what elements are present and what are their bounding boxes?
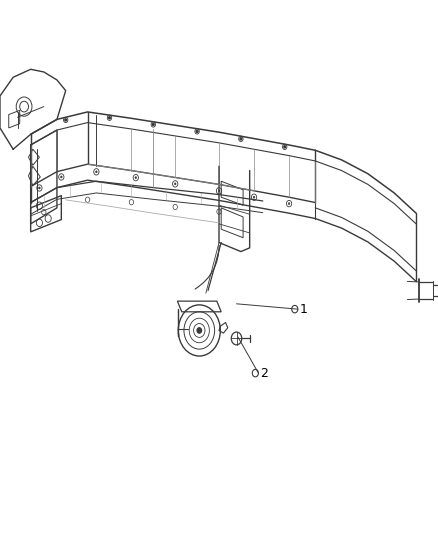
- Circle shape: [60, 176, 62, 178]
- Circle shape: [39, 187, 40, 189]
- Circle shape: [284, 146, 286, 148]
- Text: 1: 1: [300, 303, 308, 316]
- Circle shape: [253, 196, 255, 198]
- Circle shape: [95, 171, 97, 173]
- Text: 2: 2: [261, 367, 268, 379]
- Circle shape: [152, 124, 154, 125]
- Circle shape: [240, 138, 242, 140]
- Circle shape: [135, 176, 137, 179]
- Circle shape: [218, 190, 220, 192]
- Circle shape: [174, 183, 176, 185]
- FancyArrowPatch shape: [195, 245, 219, 289]
- Circle shape: [288, 203, 290, 205]
- Circle shape: [65, 119, 67, 121]
- Circle shape: [196, 131, 198, 132]
- Circle shape: [109, 117, 110, 119]
- Circle shape: [197, 328, 201, 333]
